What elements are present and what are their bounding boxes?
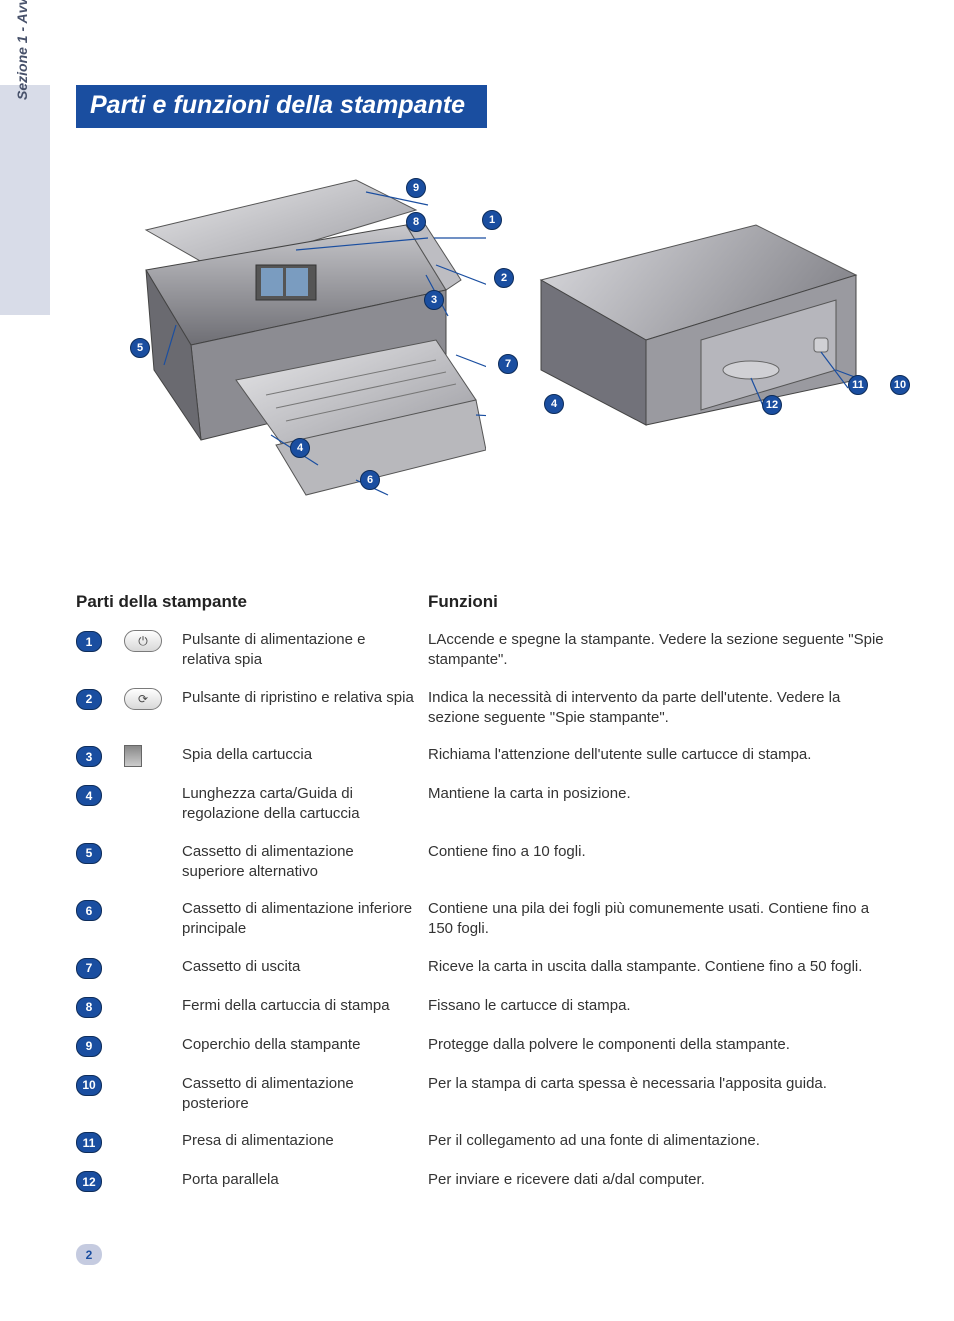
part-function: Contiene una pila dei fogli più comuneme… [428, 899, 896, 940]
part-name: Pulsante di ripristino e relativa spia [182, 688, 428, 708]
row-icon-cell [124, 745, 182, 767]
table-row: 2 ⟳ Pulsante di ripristino e relativa spia… [76, 688, 896, 729]
diagram-callout: 12 [762, 395, 782, 415]
part-function: Riceve la carta in uscita dalla stampant… [428, 957, 896, 977]
part-name: Cassetto di uscita [182, 957, 428, 977]
diagram-callout: 1 [482, 210, 502, 230]
part-name: Porta parallela [182, 1170, 428, 1190]
row-number-badge: 7 [76, 958, 102, 979]
diagram-callout: 4 [290, 438, 310, 458]
header-parts: Parti della stampante [76, 592, 428, 612]
part-name: Cassetto di alimentazione posteriore [182, 1074, 428, 1115]
row-number-badge: 12 [76, 1171, 102, 1192]
part-function: Per il collegamento ad una fonte di alim… [428, 1131, 896, 1151]
part-function: Contiene fino a 10 fogli. [428, 842, 896, 862]
part-name: Cassetto di alimentazione inferiore prin… [182, 899, 428, 940]
part-function: Per la stampa di carta spessa è necessar… [428, 1074, 896, 1094]
part-name: Lunghezza carta/Guida di regolazione del… [182, 784, 428, 825]
diagram-callout: 3 [424, 290, 444, 310]
part-function: LAccende e spegne la stampante. Vedere l… [428, 630, 896, 671]
diagram-callout: 8 [406, 212, 426, 232]
part-function: Mantiene la carta in posizione. [428, 784, 896, 804]
page-number: 2 [76, 1244, 102, 1265]
diagram-callout: 5 [130, 338, 150, 358]
row-number-badge: 1 [76, 631, 102, 652]
table-row: 10 Cassetto di alimentazione posteriorePe… [76, 1074, 896, 1115]
part-name: Coperchio della stampante [182, 1035, 428, 1055]
diagram-callout: 10 [890, 375, 910, 395]
diagram-callout: 7 [498, 354, 518, 374]
column-headers: Parti della stampante Funzioni [76, 592, 896, 612]
part-name: Pulsante di alimentazione e relativa spi… [182, 630, 428, 671]
table-row: 6 Cassetto di alimentazione inferiore pri… [76, 899, 896, 940]
row-number-badge: 10 [76, 1075, 102, 1096]
cartridge-icon [124, 745, 142, 767]
section-label: Sezione 1 - Avvio [14, 0, 30, 100]
diagram-callout: 2 [494, 268, 514, 288]
row-number-badge: 2 [76, 689, 102, 710]
parts-table: 1 ⏻ Pulsante di alimentazione e relativa s… [76, 630, 896, 1209]
part-function: Indica la necessità di intervento da par… [428, 688, 896, 729]
part-function: Protegge dalla polvere le componenti del… [428, 1035, 896, 1055]
part-name: Fermi della cartuccia di stampa [182, 996, 428, 1016]
resume-icon: ⟳ [124, 688, 162, 710]
printer-back-illustration [526, 220, 866, 440]
table-row: 4 Lunghezza carta/Guida di regolazione de… [76, 784, 896, 825]
row-number-badge: 3 [76, 746, 102, 767]
row-icon-cell: ⟳ [124, 688, 182, 710]
page-title: Parti e funzioni della stampante [76, 85, 487, 128]
row-number-badge: 6 [76, 900, 102, 921]
table-row: 9 Coperchio della stampanteProtegge dalla… [76, 1035, 896, 1057]
header-functions: Funzioni [428, 592, 896, 612]
table-row: 5 Cassetto di alimentazione superiore alt… [76, 842, 896, 883]
table-row: 7 Cassetto di uscitaRiceve la carta in us… [76, 957, 896, 979]
diagram-callout: 11 [848, 375, 868, 395]
table-row: 1 ⏻ Pulsante di alimentazione e relativa s… [76, 630, 896, 671]
printer-diagram: 9812357446101112 [76, 160, 876, 530]
diagram-callout: 4 [544, 394, 564, 414]
part-name: Cassetto di alimentazione superiore alte… [182, 842, 428, 883]
part-function: Fissano le cartucce di stampa. [428, 996, 896, 1016]
diagram-callout: 6 [360, 470, 380, 490]
side-tab [0, 85, 50, 315]
row-number-badge: 9 [76, 1036, 102, 1057]
part-function: Per inviare e ricevere dati a/dal comput… [428, 1170, 896, 1190]
table-row: 12 Porta parallelaPer inviare e ricevere … [76, 1170, 896, 1192]
row-number-badge: 5 [76, 843, 102, 864]
part-name: Presa di alimentazione [182, 1131, 428, 1151]
row-number-badge: 8 [76, 997, 102, 1018]
table-row: 8 Fermi della cartuccia di stampaFissano … [76, 996, 896, 1018]
part-function: Richiama l'attenzione dell'utente sulle … [428, 745, 896, 765]
part-name: Spia della cartuccia [182, 745, 428, 765]
diagram-callout: 9 [406, 178, 426, 198]
row-icon-cell: ⏻ [124, 630, 182, 652]
table-row: 11 Presa di alimentazionePer il collegame… [76, 1131, 896, 1153]
row-number-badge: 4 [76, 785, 102, 806]
power-icon: ⏻ [124, 630, 162, 652]
table-row: 3 Spia della cartucciaRichiama l'attenzio… [76, 745, 896, 767]
row-number-badge: 11 [76, 1132, 102, 1153]
